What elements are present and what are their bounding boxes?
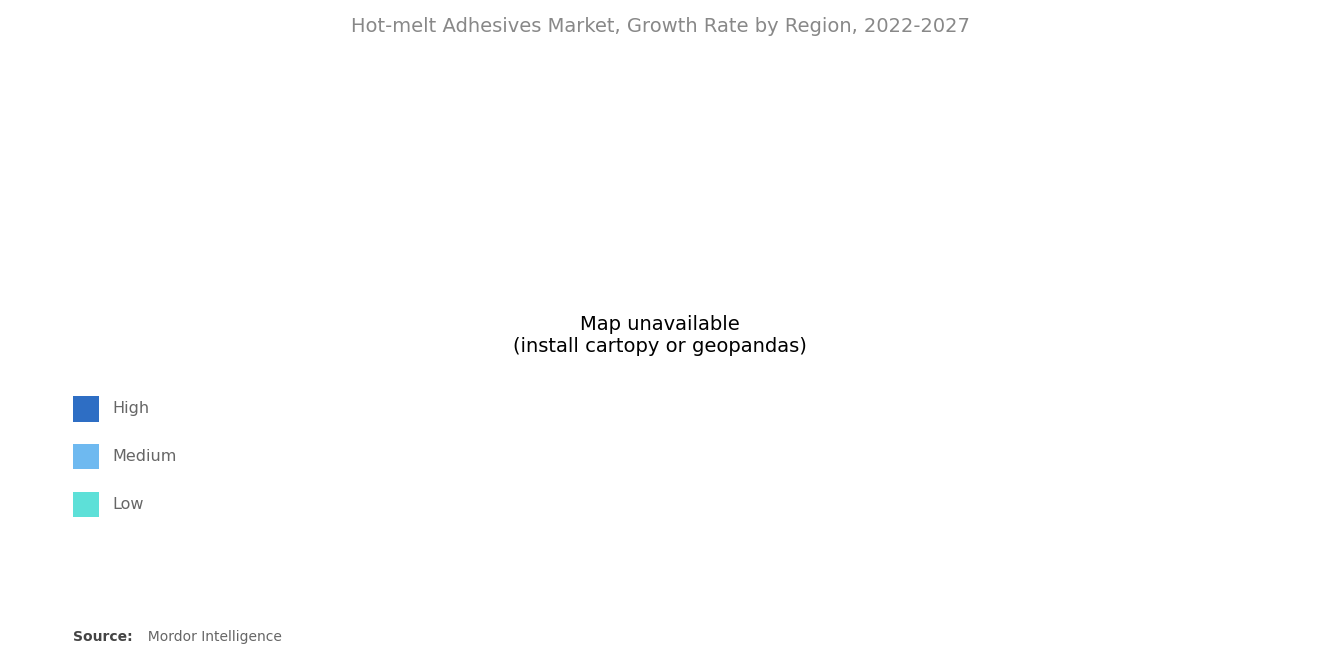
Text: Map unavailable
(install cartopy or geopandas): Map unavailable (install cartopy or geop… xyxy=(513,315,807,356)
Polygon shape xyxy=(1164,612,1234,646)
Text: Low: Low xyxy=(112,497,144,512)
Text: Hot-melt Adhesives Market, Growth Rate by Region, 2022-2027: Hot-melt Adhesives Market, Growth Rate b… xyxy=(351,17,969,36)
Text: Medium: Medium xyxy=(112,450,177,464)
Text: Mordor Intelligence: Mordor Intelligence xyxy=(139,630,281,644)
Polygon shape xyxy=(1222,612,1266,646)
Text: High: High xyxy=(112,402,149,416)
Text: Source:: Source: xyxy=(73,630,132,644)
